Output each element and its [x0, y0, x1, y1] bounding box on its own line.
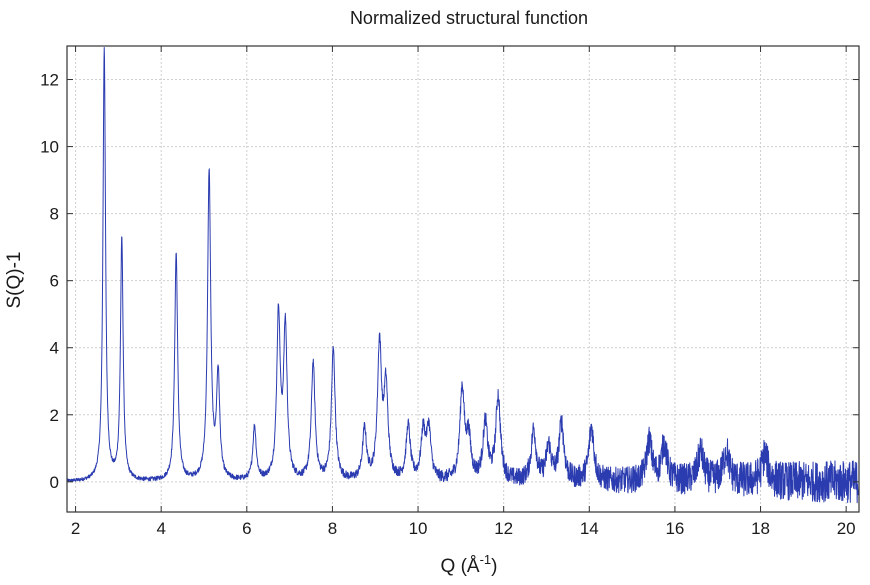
chart-title: Normalized structural function: [350, 8, 588, 28]
grid-lines: [67, 46, 859, 512]
x-tick-label: 6: [242, 519, 251, 538]
y-axis-ticks: 0 2 4 6 8 10 12: [40, 71, 859, 492]
x-axis-label-main: Q (Å: [441, 556, 480, 577]
y-tick-label: 4: [50, 339, 59, 358]
y-tick-label: 8: [50, 205, 59, 224]
plot-area: [67, 47, 859, 504]
x-axis-label-superscript: -1: [480, 552, 492, 567]
y-axis-label: S(Q)-1: [4, 252, 25, 309]
y-tick-label: 6: [50, 272, 59, 291]
series-line-s-q: [67, 47, 859, 504]
x-tick-label: 8: [328, 519, 337, 538]
x-tick-label: 18: [751, 519, 770, 538]
x-tick-label: 14: [580, 519, 599, 538]
y-tick-label: 0: [50, 473, 59, 492]
y-tick-label: 2: [50, 406, 59, 425]
plot-frame: [66, 45, 860, 513]
x-tick-label: 20: [837, 519, 856, 538]
x-tick-label: 2: [71, 519, 80, 538]
y-tick-label: 12: [40, 71, 59, 90]
x-tick-label: 12: [494, 519, 513, 538]
x-axis-ticks: 2 4 6 8 10 12 14 16 18 20: [71, 46, 856, 538]
x-tick-label: 10: [409, 519, 428, 538]
x-axis-label: Q (Å-1): [441, 552, 498, 577]
x-tick-label: 16: [665, 519, 684, 538]
x-axis-label-close: ): [491, 556, 497, 577]
y-tick-label: 10: [40, 138, 59, 157]
x-tick-label: 4: [156, 519, 165, 538]
